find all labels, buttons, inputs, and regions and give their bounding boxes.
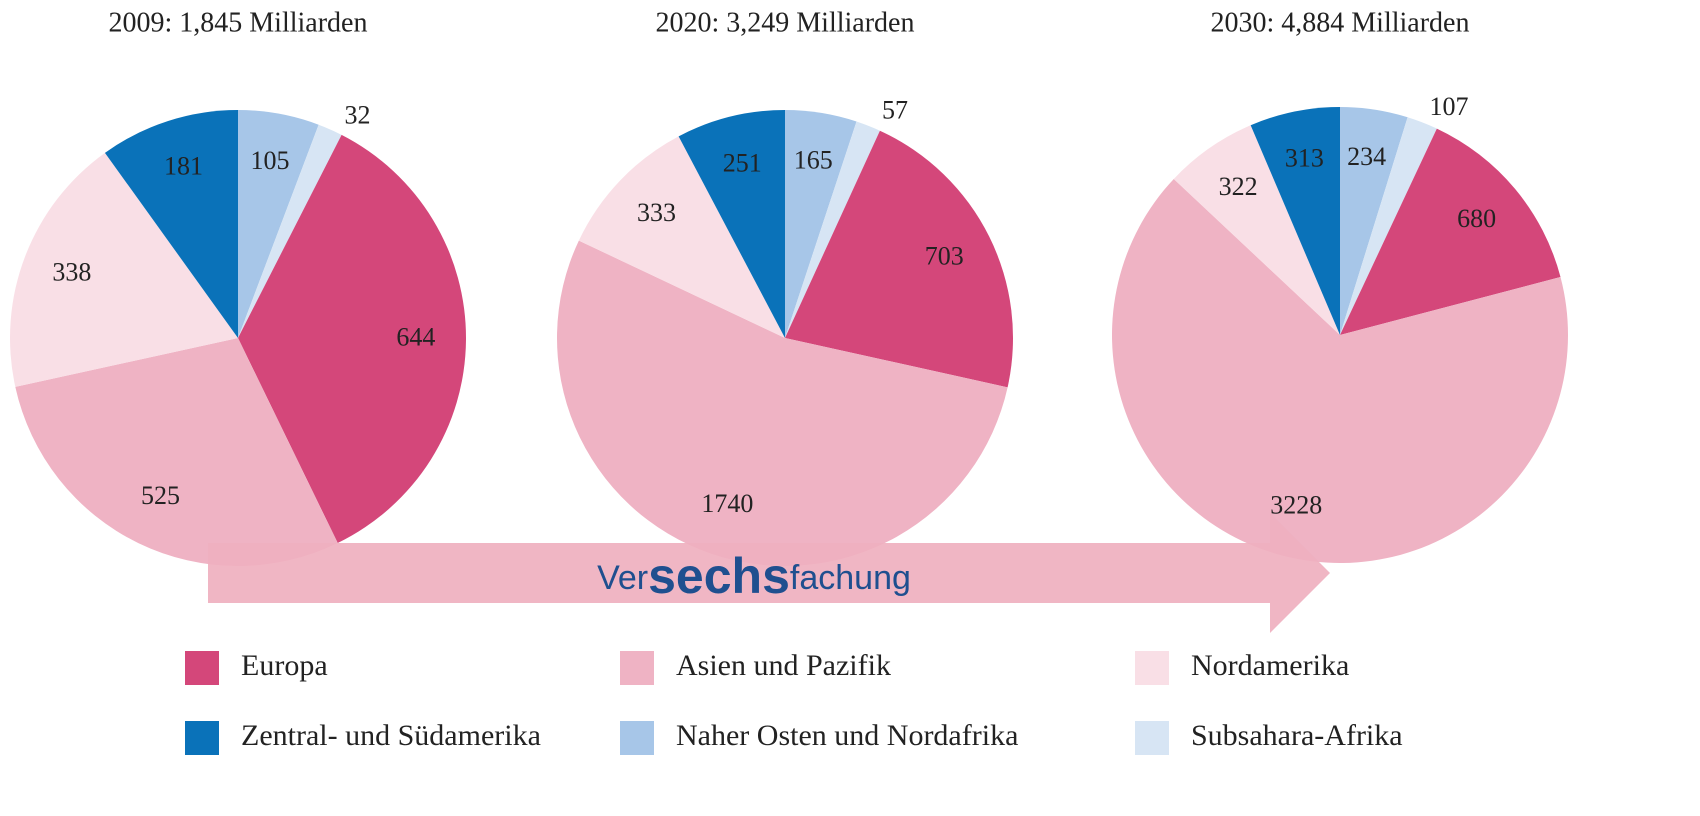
pie-slice xyxy=(9,152,239,387)
pie-slice xyxy=(1340,117,1437,335)
slice-label: 105 xyxy=(250,146,289,175)
pie-title: 2020: 3,249 Milliarden xyxy=(656,7,915,38)
slice-label: 1740 xyxy=(701,489,753,518)
slice-label: 181 xyxy=(164,152,203,181)
pie-slice xyxy=(578,136,785,338)
pie-slice xyxy=(238,134,467,544)
pie-slice xyxy=(238,110,319,338)
slice-label: 57 xyxy=(882,96,908,125)
pie-slice xyxy=(785,130,1013,388)
slice-label: 251 xyxy=(723,148,762,177)
legend-swatch xyxy=(620,651,654,685)
pie-slice xyxy=(1340,107,1408,335)
pie-slice xyxy=(1340,128,1561,335)
slice-label: 165 xyxy=(794,145,833,174)
slice-label: 32 xyxy=(344,100,370,129)
pie-slice xyxy=(556,240,1008,567)
pie-slice xyxy=(785,110,857,338)
slice-label: 338 xyxy=(52,257,91,286)
slice-label: 3228 xyxy=(1270,490,1322,519)
arrow-label-part: fachung xyxy=(790,559,911,597)
legend-swatch xyxy=(185,651,219,685)
slice-label: 107 xyxy=(1430,92,1469,121)
slice-label: 525 xyxy=(141,481,180,510)
pies: 2009: 1,845 Milliarden 105 32 644 525 338 181 2… xyxy=(9,7,1568,567)
legend-label: Subsahara-Afrika xyxy=(1191,719,1403,752)
legend-label: Europa xyxy=(241,649,328,682)
pie-slice xyxy=(785,121,880,339)
slice-label: 680 xyxy=(1457,204,1496,233)
pie-title: 2009: 1,845 Milliarden xyxy=(109,7,368,38)
legend-swatch xyxy=(1135,721,1169,755)
pie-slice xyxy=(15,338,338,566)
legend-swatch xyxy=(185,721,219,755)
pie-title: 2030: 4,884 Milliarden xyxy=(1211,7,1470,38)
arrow: Versechsfachung xyxy=(208,513,1330,633)
legend-label: Naher Osten und Nordafrika xyxy=(676,719,1018,752)
legend-swatch xyxy=(620,721,654,755)
pie-slice xyxy=(1111,178,1568,564)
pie-slice xyxy=(678,110,785,338)
slice-label: 703 xyxy=(925,242,964,271)
legend-label: Zentral- und Südamerika xyxy=(241,719,541,752)
pie-slice xyxy=(1250,107,1340,335)
slice-label: 234 xyxy=(1347,142,1386,171)
arrow-label-part: sechs xyxy=(648,548,790,604)
slice-label: 644 xyxy=(396,323,435,352)
slice-label: 333 xyxy=(637,198,676,227)
slice-label: 313 xyxy=(1285,144,1324,173)
arrow-label-part: Ver xyxy=(597,559,648,597)
pie-slice xyxy=(1173,125,1340,336)
legend-label: Asien und Pazifik xyxy=(676,649,891,682)
arrow-label: Versechsfachung xyxy=(597,548,911,604)
legend-swatch xyxy=(1135,651,1169,685)
legend: Europa Asien und Pazifik Nordamerika Zentra… xyxy=(185,649,1403,755)
arrow-shape xyxy=(208,513,1330,633)
legend-label: Nordamerika xyxy=(1191,649,1349,682)
pie-slice xyxy=(238,124,342,338)
slice-label: 322 xyxy=(1219,172,1258,201)
pie-slice xyxy=(104,110,238,338)
